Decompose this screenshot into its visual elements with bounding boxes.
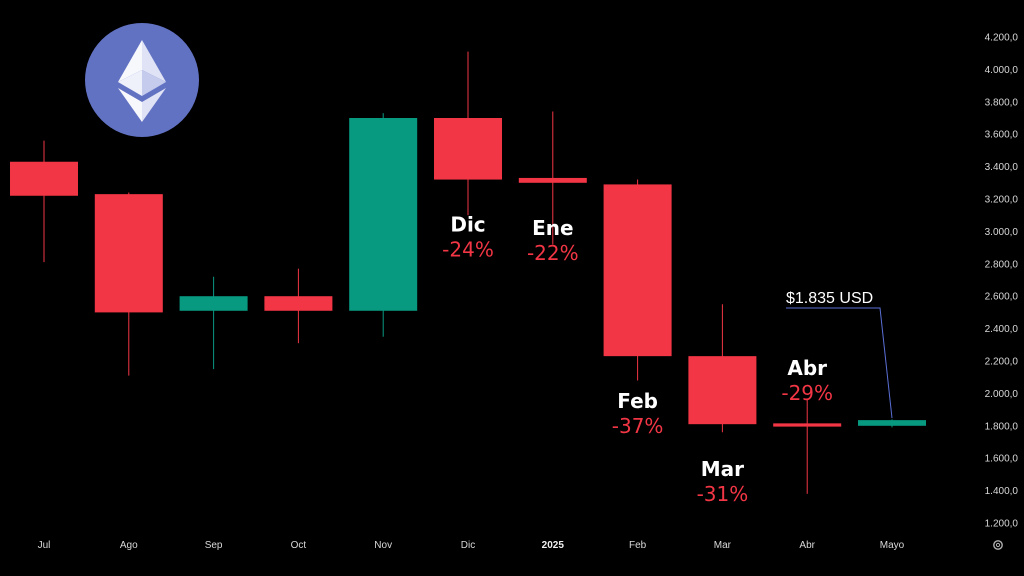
candle (349, 113, 418, 337)
y-tick-label: 4.200,0 (985, 33, 1019, 44)
annotation-month: Mar (701, 457, 744, 481)
y-tick-label: 3.000,0 (985, 227, 1019, 238)
candle-body (10, 161, 78, 196)
x-tick-label: 2025 (542, 540, 565, 551)
candle-body (688, 356, 757, 425)
candle-body (603, 184, 672, 357)
x-tick-label: Ago (120, 540, 138, 551)
candle-body (518, 177, 587, 183)
x-tick-label: Feb (629, 540, 647, 551)
candle (264, 268, 333, 344)
price-callout: $1.835 USD (786, 290, 893, 419)
y-tick-label: 3.600,0 (985, 130, 1019, 141)
annotation-month: Ene (532, 216, 573, 240)
y-axis: 1.200,0 1.400,0 1.600,0 1.800,0 2.000,0 2.200… (985, 33, 1019, 530)
annotation-month: Dic (450, 213, 485, 237)
x-axis: Jul Ago Sep Oct Nov Dic 2025 Feb Mar Abr Mayo (38, 540, 905, 551)
price-callout-text: $1.835 USD (786, 290, 873, 307)
y-tick-label: 4.000,0 (985, 65, 1019, 76)
candle (773, 399, 842, 494)
candle (94, 192, 163, 376)
candle-body (773, 423, 842, 427)
candle (858, 419, 926, 428)
annotation-percent: -24% (442, 238, 494, 262)
x-tick-label: Mar (714, 540, 732, 551)
y-tick-label: 2.600,0 (985, 292, 1019, 303)
y-tick-label: 1.800,0 (985, 421, 1019, 432)
candle (434, 51, 502, 216)
y-tick-label: 2.400,0 (985, 324, 1019, 335)
x-tick-label: Jul (38, 540, 51, 551)
x-tick-label: Mayo (880, 540, 905, 551)
y-tick-label: 2.000,0 (985, 389, 1019, 400)
y-tick-label: 1.400,0 (985, 486, 1019, 497)
x-tick-label: Oct (291, 540, 307, 551)
candle-body (434, 118, 502, 180)
candle (688, 304, 757, 433)
candle (518, 111, 587, 245)
candle-body (179, 296, 248, 311)
ethereum-icon (118, 40, 166, 122)
price-callout-line (786, 307, 893, 419)
candle-body (349, 118, 418, 311)
month-annotations: Dic-24% Ene-22% Feb-37% Mar-31% Abr-29% (442, 213, 833, 507)
y-tick-label: 3.200,0 (985, 195, 1019, 206)
x-tick-label: Abr (799, 540, 815, 551)
y-tick-label: 1.200,0 (985, 519, 1019, 530)
candle (603, 179, 672, 381)
annotation-percent: -37% (612, 414, 664, 438)
y-tick-label: 2.800,0 (985, 259, 1019, 270)
x-tick-label: Sep (205, 540, 223, 551)
y-tick-label: 2.200,0 (985, 357, 1019, 368)
annotation-month: Abr (787, 356, 827, 380)
candle-body (264, 296, 333, 311)
annotation-month: Feb (617, 389, 658, 413)
y-tick-label: 1.600,0 (985, 454, 1019, 465)
candles (10, 51, 926, 494)
y-tick-label: 3.400,0 (985, 162, 1019, 173)
gear-icon[interactable] (993, 540, 1003, 550)
x-tick-label: Nov (374, 540, 392, 551)
annotation-percent: -31% (697, 482, 749, 506)
x-tick-label: Dic (461, 540, 475, 551)
candle-body (94, 194, 163, 313)
candle-body (858, 420, 926, 426)
annotation-percent: -29% (781, 381, 833, 405)
candle (10, 140, 78, 263)
candle (179, 276, 248, 370)
ethereum-logo (85, 23, 199, 137)
y-tick-label: 3.800,0 (985, 97, 1019, 108)
annotation-percent: -22% (527, 241, 579, 265)
